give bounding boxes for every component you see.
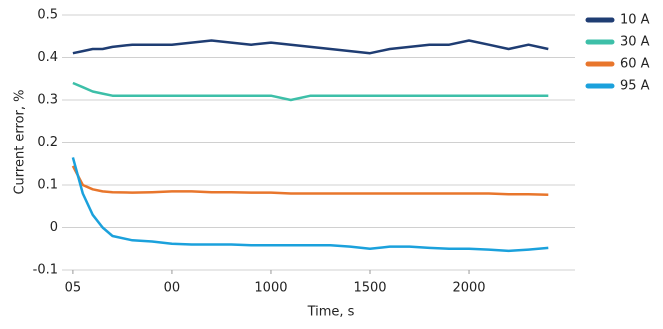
series-line [72,39,549,55]
series-line [71,157,549,253]
x-tick-label: 1000 [254,281,287,296]
legend-label: 10 A [620,13,650,28]
y-tick-label: 0.1 [37,178,58,193]
x-tick-label: 2000 [452,281,485,296]
y-tick-label: 0.3 [37,93,58,108]
y-tick-label: 0.2 [37,135,58,150]
legend-label: 95 A [620,79,650,94]
y-axis-label: Current error, % [13,89,28,194]
y-tick-label: 0.5 [37,8,58,23]
legend-label: 60 A [620,57,650,72]
series-line [72,81,549,102]
y-tick-label: 0.4 [37,50,58,65]
y-tick-label: 0 [50,220,58,235]
y-tick-label: -0.1 [33,263,58,278]
legend-label: 30 A [620,35,650,50]
x-tick-label: 00 [164,281,181,296]
x-tick-label: 05 [65,281,82,296]
x-tick-label: 1500 [353,281,386,296]
x-axis-label: Time, s [307,305,355,320]
series-line [71,165,549,197]
